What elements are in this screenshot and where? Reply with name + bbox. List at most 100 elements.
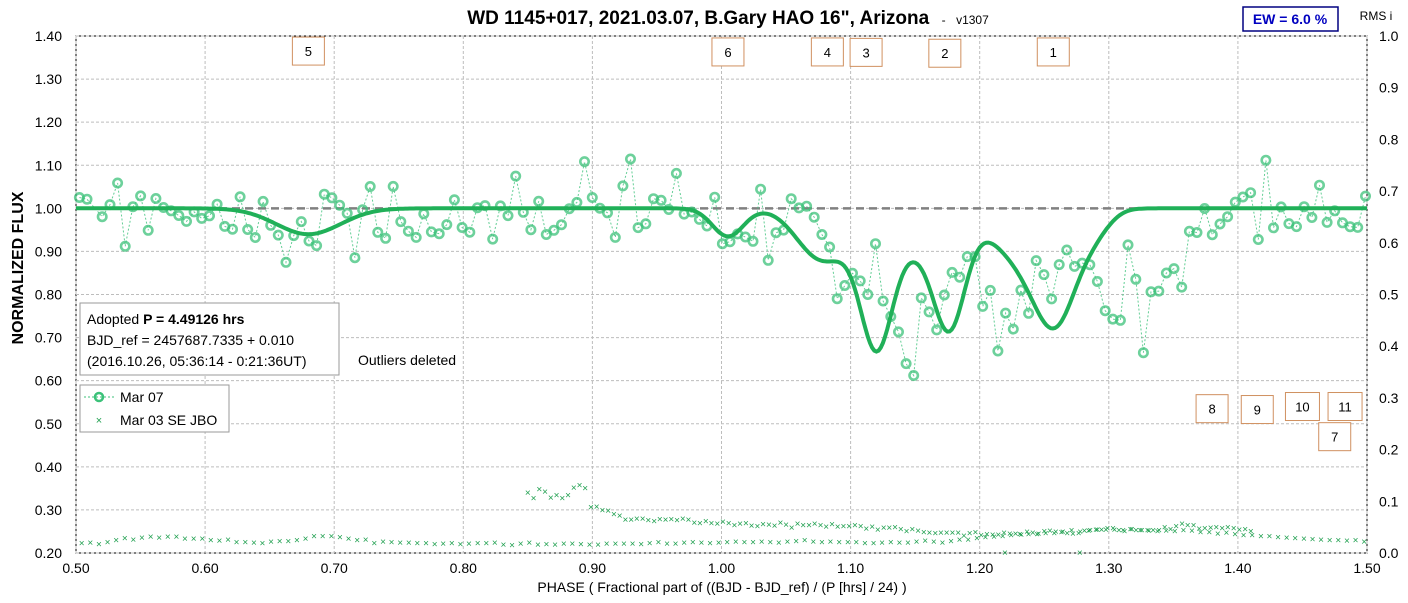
mar03-point: × bbox=[990, 530, 996, 541]
mar07-point bbox=[334, 199, 346, 211]
mar03-point: × bbox=[795, 519, 801, 530]
mar03-point: × bbox=[571, 483, 577, 494]
mar03-point: × bbox=[1081, 526, 1087, 537]
mar07-point bbox=[1114, 314, 1126, 326]
mar07-point bbox=[984, 284, 996, 296]
mar03-point: × bbox=[1030, 528, 1036, 539]
mar03-point: × bbox=[750, 537, 756, 548]
dip-marker-label: 11 bbox=[1338, 400, 1352, 415]
mar07-point bbox=[555, 219, 567, 231]
mar03-point: × bbox=[303, 534, 309, 545]
mar07-point bbox=[1130, 273, 1142, 285]
mar03-point: × bbox=[1146, 526, 1152, 537]
y-tick-label: 1.40 bbox=[35, 28, 62, 44]
mar03-point: × bbox=[363, 535, 369, 546]
mar03-point: × bbox=[1310, 534, 1316, 545]
mar07-point bbox=[1214, 218, 1226, 230]
mar03-point: × bbox=[852, 521, 858, 532]
mar03-point: × bbox=[984, 530, 990, 541]
mar03-point: × bbox=[647, 538, 653, 549]
mar03-point: × bbox=[846, 522, 852, 533]
mar03-point: × bbox=[836, 538, 842, 549]
mar07-point bbox=[112, 177, 124, 189]
mar03-point: × bbox=[1058, 528, 1064, 539]
mar03-point: × bbox=[1206, 528, 1212, 539]
mar07-point bbox=[1360, 190, 1372, 202]
mar03-point: × bbox=[1179, 519, 1185, 530]
mar03-point: × bbox=[829, 520, 835, 531]
mar07-point bbox=[464, 226, 476, 238]
mar03-point: × bbox=[922, 536, 928, 547]
dip-marker-label: 5 bbox=[305, 44, 312, 59]
mar07-point bbox=[119, 240, 131, 252]
mar03-point: × bbox=[714, 519, 720, 530]
mar03-point: × bbox=[174, 532, 180, 543]
mar03-point: × bbox=[1208, 523, 1214, 534]
mar03-point: × bbox=[577, 481, 583, 492]
mar03-point: × bbox=[645, 515, 651, 526]
mar03-point: × bbox=[1133, 525, 1139, 536]
mar03-point: × bbox=[1219, 523, 1225, 534]
mar03-point: × bbox=[518, 539, 524, 550]
mar03-point: × bbox=[1162, 523, 1168, 534]
mar07-point bbox=[303, 235, 315, 247]
mar07-point bbox=[1176, 281, 1188, 293]
mar03-point: × bbox=[105, 538, 111, 549]
mar07-point bbox=[1122, 239, 1134, 251]
mar07-point bbox=[510, 170, 522, 182]
mar07-point bbox=[272, 229, 284, 241]
mar03-point: × bbox=[588, 503, 594, 514]
mar03-point: × bbox=[1202, 524, 1208, 535]
mar03-point: × bbox=[1116, 525, 1122, 536]
mar07-point bbox=[242, 224, 254, 236]
mar03-point: × bbox=[1051, 528, 1057, 539]
mar03-point: × bbox=[640, 514, 646, 525]
mar03-point: × bbox=[191, 534, 197, 545]
mar03-point: × bbox=[1120, 526, 1126, 537]
mar03-point: × bbox=[1173, 522, 1179, 533]
mar03-point: × bbox=[927, 528, 933, 539]
mar03-point: × bbox=[569, 539, 575, 550]
mar07-point bbox=[854, 275, 866, 287]
y-tick-label: 1.30 bbox=[35, 71, 62, 87]
mar03-point: × bbox=[259, 538, 265, 549]
mar03-point: × bbox=[268, 537, 274, 548]
mar03-point: × bbox=[1069, 526, 1075, 537]
mar07-point bbox=[227, 223, 239, 235]
mar03-point: × bbox=[1327, 535, 1333, 546]
mar03-point: × bbox=[1292, 533, 1298, 544]
mar03-point: × bbox=[840, 521, 846, 532]
mar07-point bbox=[801, 200, 813, 212]
mar03-point: × bbox=[617, 511, 623, 522]
mar07-point bbox=[410, 231, 422, 243]
mar07-point bbox=[655, 194, 667, 206]
mar03-point: × bbox=[862, 538, 868, 549]
mar07-point bbox=[173, 210, 185, 222]
x-tick-label: 1.40 bbox=[1224, 560, 1251, 576]
info-period-value: P = 4.49126 hrs bbox=[143, 311, 245, 327]
mar07-connector bbox=[79, 158, 1366, 377]
mar03-point: × bbox=[199, 534, 205, 545]
mar03-point: × bbox=[1017, 529, 1023, 540]
mar03-point: × bbox=[948, 536, 954, 547]
dip-marker-label: 9 bbox=[1254, 403, 1261, 418]
x-tick-label: 0.50 bbox=[62, 560, 89, 576]
mar03-point: × bbox=[772, 521, 778, 532]
ew-box bbox=[1242, 6, 1339, 32]
mar03-point: × bbox=[1163, 526, 1169, 537]
mar03-point: × bbox=[1034, 529, 1040, 540]
mar07-point bbox=[181, 215, 193, 227]
mar07-point bbox=[1352, 221, 1364, 233]
mar03-point: × bbox=[914, 537, 920, 548]
mar03-point: × bbox=[720, 517, 726, 528]
chart-title-group: WD 1145+017, 2021.03.07, B.Gary HAO 16",… bbox=[467, 8, 989, 29]
mar03-point: × bbox=[939, 538, 945, 549]
info-line-3: (2016.10.26, 05:36:14 - 0:21:36UT) bbox=[87, 353, 306, 369]
series-mar03: × × × × × × × × × × × × × × × × × × × × × × × × × × × × × × × × × × × × × × × ×… bbox=[79, 481, 1367, 559]
mar03-point: × bbox=[1104, 523, 1110, 534]
mar03-point: × bbox=[612, 539, 618, 550]
mar07-point bbox=[234, 191, 246, 203]
mar03-point: × bbox=[1335, 536, 1341, 547]
mar07-point bbox=[831, 293, 843, 305]
mar07-point bbox=[862, 288, 874, 300]
